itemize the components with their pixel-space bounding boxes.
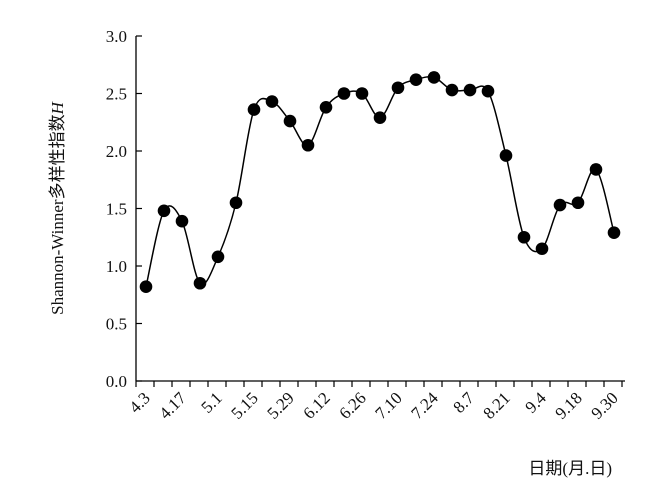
x-tick-label: 6.12 bbox=[299, 388, 333, 422]
x-tick-label: 8.7 bbox=[449, 388, 478, 417]
x-axis-title: 日期(月.日) bbox=[528, 459, 612, 478]
data-point bbox=[481, 84, 495, 98]
x-tick-label: 5.1 bbox=[197, 388, 225, 416]
y-tick-label: 1.0 bbox=[106, 257, 127, 276]
data-point bbox=[373, 111, 387, 124]
data-point bbox=[409, 73, 423, 86]
y-axis-title-text: Shannon-Winner多样性指数 bbox=[48, 114, 67, 314]
y-ticks: 0.0 0.5 1.0 1.5 2.0 2.5 3.0 bbox=[106, 27, 142, 391]
data-markers bbox=[139, 71, 621, 294]
x-tick-label: 4.17 bbox=[155, 388, 190, 423]
data-point bbox=[211, 250, 225, 264]
data-point bbox=[391, 81, 405, 95]
data-point bbox=[607, 226, 621, 239]
data-point bbox=[571, 196, 585, 210]
data-point bbox=[319, 101, 333, 114]
x-tick-label: 5.29 bbox=[263, 388, 297, 422]
data-point bbox=[301, 138, 315, 152]
x-tick-label: 9.4 bbox=[521, 388, 550, 417]
y-tick-label: 0.5 bbox=[106, 315, 127, 334]
data-point bbox=[553, 198, 567, 212]
data-point bbox=[139, 280, 153, 294]
x-tick-label: 9.18 bbox=[551, 388, 585, 422]
data-point bbox=[175, 214, 189, 228]
x-tick-label: 6.26 bbox=[335, 388, 369, 422]
data-point bbox=[535, 242, 549, 256]
data-point bbox=[445, 83, 459, 97]
x-tick-label: 5.15 bbox=[227, 388, 261, 422]
x-tick-label: 7.24 bbox=[407, 388, 442, 423]
y-axis-title: Shannon-Winner多样性指数H bbox=[48, 100, 67, 314]
y-tick-label: 1.5 bbox=[106, 200, 127, 219]
data-point bbox=[427, 71, 441, 84]
data-point bbox=[283, 114, 297, 128]
data-point bbox=[499, 149, 513, 162]
data-point bbox=[265, 95, 279, 108]
data-point bbox=[463, 83, 477, 97]
data-point bbox=[589, 163, 603, 176]
y-tick-label: 0.0 bbox=[106, 372, 127, 391]
data-point bbox=[337, 87, 351, 100]
x-tick-label: 8.21 bbox=[479, 388, 513, 422]
y-tick-label: 2.0 bbox=[106, 142, 127, 161]
y-tick-label: 3.0 bbox=[106, 27, 127, 46]
x-tick-label: 7.10 bbox=[371, 388, 405, 422]
x-ticks: 4.3 4.17 5.1 5.15 5.29 6.12 6.26 7.10 7.24 8.7 8.2… bbox=[125, 381, 623, 423]
y-axis-title-symbol: H bbox=[48, 100, 67, 115]
data-point bbox=[355, 87, 369, 100]
x-tick-label: 4.3 bbox=[125, 388, 153, 416]
x-tick-label: 9.30 bbox=[587, 388, 621, 422]
data-point bbox=[247, 103, 261, 116]
data-point bbox=[517, 230, 531, 244]
y-tick-label: 2.5 bbox=[106, 85, 127, 104]
data-point bbox=[229, 196, 243, 210]
data-point bbox=[193, 276, 207, 290]
data-point bbox=[157, 204, 171, 218]
